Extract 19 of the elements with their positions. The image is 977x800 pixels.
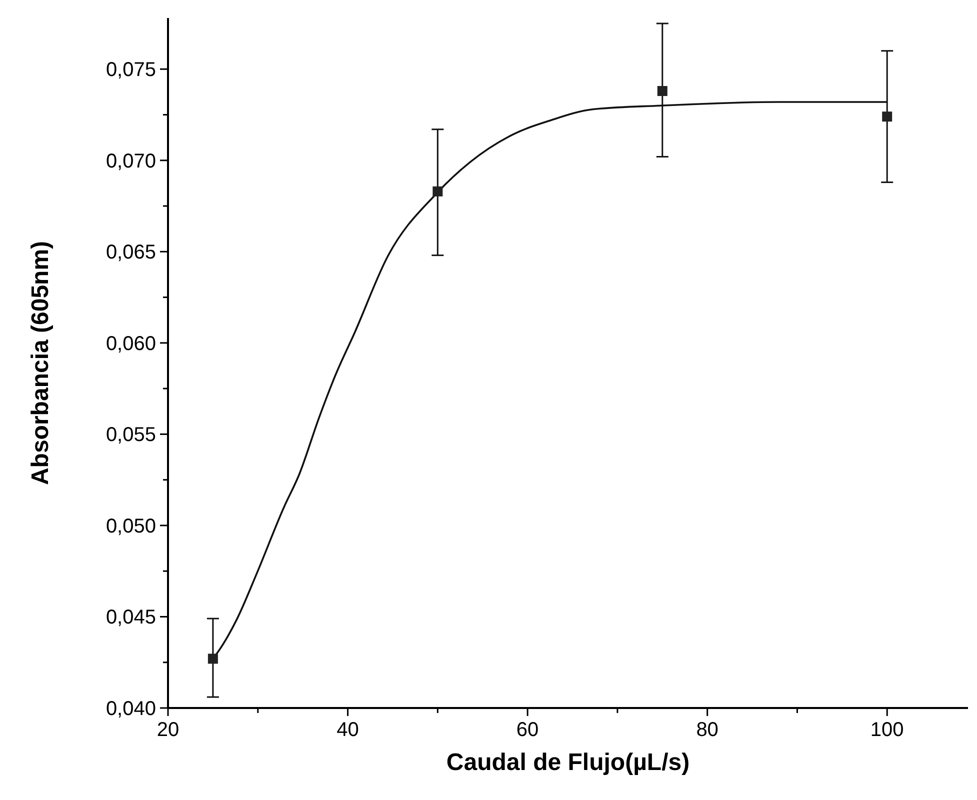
y-tick-label: 0,070 <box>106 150 156 172</box>
y-axis-title: Absorbancia (605nm) <box>27 240 54 486</box>
x-tick-label: 20 <box>156 719 180 741</box>
x-tick-label: 100 <box>870 719 904 741</box>
y-tick-label: 0,055 <box>106 424 156 446</box>
y-tick-label: 0,040 <box>106 698 156 720</box>
y-tick-label: 0,065 <box>106 242 156 264</box>
y-tick-label: 0,060 <box>106 332 156 355</box>
x-tick-label: 40 <box>336 719 359 741</box>
x-tick-label: 80 <box>696 719 718 741</box>
point <box>882 112 892 122</box>
point <box>208 654 218 664</box>
y-tick-label: 0,050 <box>106 515 156 538</box>
x-tick-label: 60 <box>516 719 539 741</box>
y-tick-label: 0,075 <box>106 59 156 82</box>
point <box>432 186 443 196</box>
point <box>657 86 668 96</box>
y-tick-label: 0,045 <box>106 606 156 629</box>
x-axis-title: Caudal de Flujo(µL/s) <box>446 749 690 776</box>
